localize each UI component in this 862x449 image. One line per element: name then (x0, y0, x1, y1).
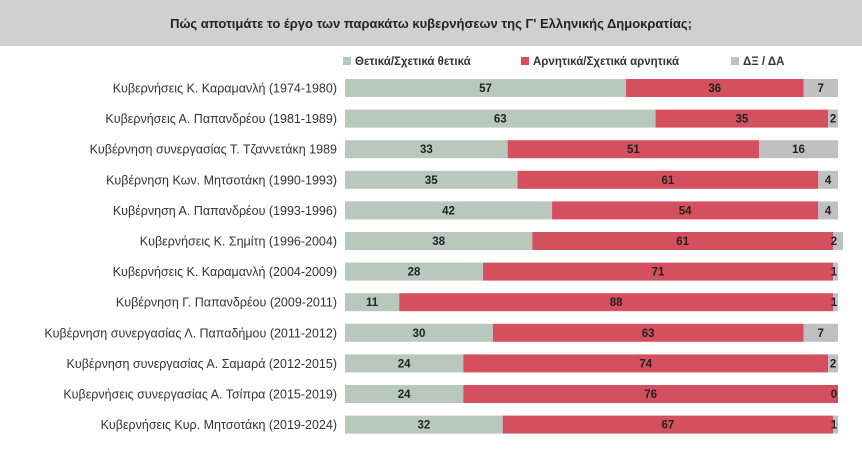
value-label-dk-na-row-4: 4 (825, 175, 832, 187)
value-label-positive-row-5: 42 (442, 205, 455, 217)
value-label-positive-row-11: 24 (398, 389, 411, 401)
chart-title-bar: Πώς αποτιμάτε το έργο των παρακάτω κυβερ… (0, 0, 862, 46)
value-label-negative-row-6: 61 (676, 236, 689, 248)
category-label-7: Κυβερνήσεις Κ. Καραμανλή (2004-2009) (113, 265, 337, 279)
value-label-dk-na-row-5: 4 (825, 205, 832, 217)
bar-dk-na-row-9 (803, 323, 838, 342)
bar-dk-na-row-12 (833, 415, 838, 434)
value-label-negative-row-12: 67 (662, 420, 675, 432)
bar-positive-row-8 (345, 293, 400, 312)
bar-positive-row-6 (345, 232, 533, 250)
category-label-12: Κυβερνήσεις Κυρ. Μητσοτάκη (2019-2024) (101, 418, 337, 432)
value-label-positive-row-3: 33 (420, 144, 433, 156)
value-label-positive-row-2: 63 (494, 114, 507, 126)
category-label-5: Κυβέρνηση Α. Παπανδρέου (1993-1996) (113, 204, 337, 218)
value-label-negative-row-2: 35 (735, 114, 748, 126)
bar-negative-row-3 (507, 140, 760, 159)
value-label-negative-row-11: 76 (644, 389, 657, 401)
legend-label-negative: Αρνητικά/Σχετικά αρνητικά (533, 56, 679, 68)
value-label-positive-row-9: 30 (413, 328, 426, 340)
legend-swatch-dk-na (731, 57, 739, 65)
value-label-negative-row-10: 74 (639, 358, 652, 370)
bar-negative-row-7 (483, 262, 834, 281)
value-label-negative-row-1: 36 (708, 83, 721, 95)
value-label-positive-row-10: 24 (398, 358, 411, 370)
value-label-positive-row-8: 11 (366, 297, 379, 309)
bar-negative-row-2 (655, 109, 829, 128)
value-label-dk-na-row-12: 1 (831, 420, 838, 432)
bar-negative-row-9 (492, 323, 804, 342)
value-label-positive-row-1: 57 (479, 83, 492, 95)
category-label-4: Κυβέρνηση Κων. Μητσοτάκη (1990-1993) (106, 173, 337, 187)
value-label-positive-row-4: 35 (425, 175, 438, 187)
bar-dk-na-row-5 (818, 201, 838, 220)
bar-negative-row-4 (517, 170, 819, 189)
bar-dk-na-row-7 (833, 262, 838, 281)
value-label-dk-na-row-1: 7 (818, 83, 824, 95)
category-label-9: Κυβέρνηση συνεργασίας Λ. Παπαδήμου (2011… (44, 326, 337, 340)
value-label-dk-na-row-3: 16 (792, 144, 805, 156)
value-label-negative-row-9: 63 (642, 328, 655, 340)
bar-negative-row-10 (463, 354, 829, 373)
bar-dk-na-row-10 (828, 354, 838, 373)
bar-negative-row-1 (626, 79, 804, 97)
bar-positive-row-7 (345, 262, 484, 281)
bar-negative-row-6 (532, 232, 834, 250)
value-label-dk-na-row-7: 1 (831, 267, 838, 279)
bar-positive-row-3 (345, 140, 508, 159)
bar-positive-row-1 (345, 79, 627, 97)
value-label-dk-na-row-8: 1 (831, 297, 838, 309)
legend-swatch-positive (343, 57, 351, 65)
category-label-11: Κυβερνήσεις συνεργασίας Α. Τσίπρα (2015-… (63, 388, 337, 402)
chart-title: Πώς αποτιμάτε το έργο των παρακάτω κυβερ… (170, 15, 692, 31)
value-label-negative-row-7: 71 (652, 267, 665, 279)
stacked-bar-chart: Θετικά/Σχετικά θετικά Αρνητικά/Σχετικά αρ… (44, 56, 843, 434)
value-label-positive-row-7: 28 (408, 267, 421, 279)
value-label-negative-row-8: 88 (610, 297, 623, 309)
bar-dk-na-row-4 (818, 170, 838, 189)
value-label-positive-row-12: 32 (417, 420, 430, 432)
category-label-2: Κυβερνήσεις Α. Παπανδρέου (1981-1989) (105, 112, 337, 126)
bar-dk-na-row-1 (803, 79, 838, 97)
bar-dk-na-row-6 (833, 232, 843, 250)
value-label-dk-na-row-6: 2 (831, 236, 837, 248)
bar-negative-row-12 (502, 415, 834, 434)
bar-positive-row-11 (345, 385, 464, 403)
bar-dk-na-row-3 (759, 140, 838, 159)
legend-label-positive: Θετικά/Σχετικά θετικά (355, 56, 471, 68)
bar-positive-row-9 (345, 323, 493, 342)
bar-positive-row-10 (345, 354, 464, 373)
value-label-dk-na-row-10: 2 (830, 358, 836, 370)
category-label-6: Κυβερνήσεις Κ. Σημίτη (1996-2004) (140, 235, 337, 249)
bar-dk-na-row-8 (833, 293, 838, 312)
bar-dk-na-row-2 (828, 109, 838, 128)
value-label-dk-na-row-11: 0 (831, 389, 837, 401)
value-label-negative-row-4: 61 (662, 175, 675, 187)
legend-swatch-negative (521, 57, 529, 65)
bar-positive-row-12 (345, 415, 503, 434)
bar-negative-row-8 (399, 293, 834, 312)
bar-positive-row-2 (345, 109, 656, 128)
value-label-negative-row-5: 54 (679, 205, 692, 217)
category-label-10: Κυβέρνηση συνεργασίας Α. Σαμαρά (2012-20… (67, 357, 337, 371)
value-label-negative-row-3: 51 (627, 144, 640, 156)
category-label-1: Κυβερνήσεις Κ. Καραμανλή (1974-1980) (113, 82, 337, 96)
bar-positive-row-4 (345, 170, 518, 189)
category-label-3: Κυβέρνηση συνεργασίας Τ. Τζαννετάκη 1989 (90, 143, 337, 157)
legend-label-dk-na: ΔΞ / ΔΑ (743, 56, 784, 68)
bar-positive-row-5 (345, 201, 553, 220)
value-label-dk-na-row-9: 7 (818, 328, 824, 340)
bar-negative-row-11 (463, 385, 838, 403)
value-label-positive-row-6: 38 (432, 236, 445, 248)
category-label-8: Κυβέρνηση Γ. Παπανδρέου (2009-2011) (116, 296, 337, 310)
value-label-dk-na-row-2: 2 (830, 114, 836, 126)
bar-negative-row-5 (552, 201, 819, 220)
